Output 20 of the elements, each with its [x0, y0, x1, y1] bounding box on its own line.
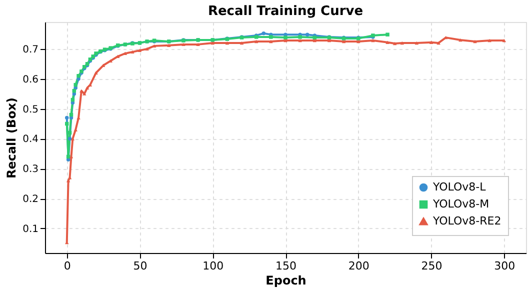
y-tick-label: 0.5: [22, 104, 38, 116]
x-tick-label: 50: [133, 260, 148, 272]
legend-label: YOLOv8-L: [432, 180, 487, 194]
y-tick-label: 0.2: [22, 194, 38, 206]
x-tick-label: 0: [64, 260, 71, 272]
x-tick-label: 300: [494, 260, 516, 272]
y-axis-title: Recall (Box): [4, 97, 19, 179]
x-tick-label: 200: [348, 260, 370, 272]
chart-title: Recall Training Curve: [208, 4, 364, 19]
x-tick-label: 100: [202, 260, 224, 272]
legend-label: YOLOv8-RE2: [432, 214, 502, 228]
y-tick-label: 0.1: [22, 224, 38, 235]
x-tick-label: 150: [276, 260, 296, 272]
y-tick-label: 0.3: [22, 164, 38, 176]
y-tick-label: 0.7: [22, 44, 38, 56]
y-tick-label: 0.4: [22, 134, 38, 146]
x-axis-title: Epoch: [266, 274, 306, 288]
legend-label: YOLOv8-M: [432, 198, 490, 210]
x-tick-label: 250: [421, 260, 442, 272]
y-tick-label: 0.6: [22, 74, 38, 86]
